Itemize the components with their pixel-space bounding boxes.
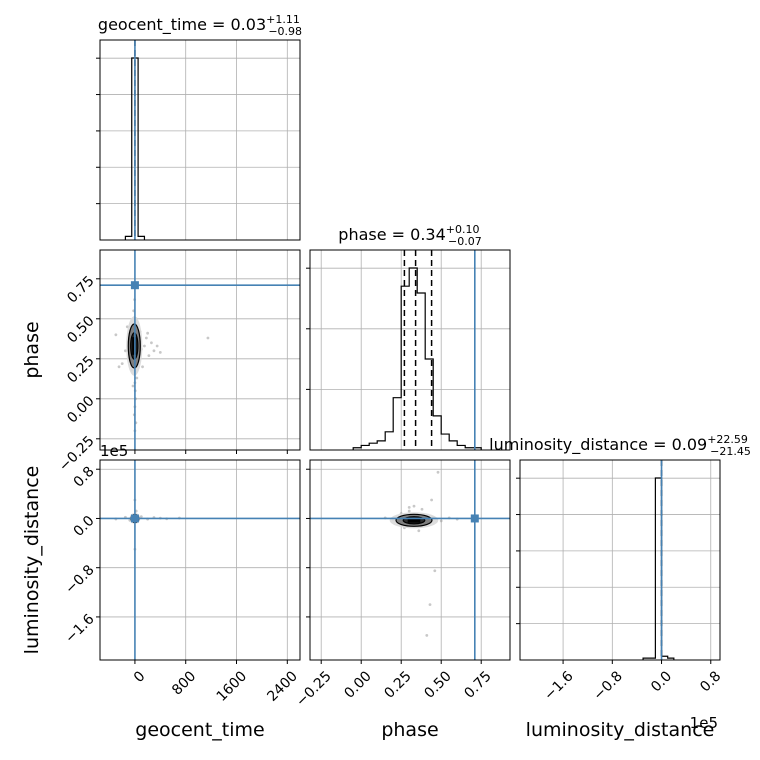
phase-vs-geocent-time-frame: [99, 249, 301, 451]
geocent-time-hist-title: geocent_time = 0.03+1.11 −0.98: [98, 13, 302, 38]
phase-vs-geocent-time-truth-marker: [130, 281, 139, 290]
ld-vs-phase-sample-point: [420, 507, 424, 511]
ld-vs-phase-frame: [309, 459, 511, 661]
ld-vs-phase-density-core: [407, 517, 421, 523]
geocent-time-hist-background: [100, 40, 300, 240]
ld-hist-frame: [519, 459, 721, 661]
geocent-time-hist-frame: [99, 39, 301, 241]
ld-vs-phase-sample-point: [436, 470, 440, 474]
phase-vs-geocent-time-sample-point: [123, 349, 127, 353]
phase-vs-geocent-time-sample-point: [147, 354, 151, 357]
phase-vs-geocent-time-sample-point: [135, 376, 139, 380]
phase-vs-geocent-time-sample-point: [146, 331, 150, 335]
ld-vs-phase-truth-marker: [470, 514, 479, 523]
ld-vs-phase-sample-point: [407, 509, 411, 513]
geocent-time-hist-title-lower-error: −0.98: [268, 25, 302, 38]
ld-vs-geocent-time-background: [100, 460, 300, 660]
geocent-time-hist-title-upper-error: +1.11: [266, 13, 300, 26]
phase-hist-background: [310, 250, 510, 450]
ld-hist-title: luminosity_distance = 0.09+22.59 −21.45: [489, 433, 751, 458]
ld-vs-phase-background: [310, 460, 510, 660]
ld-vs-phase-sample-point: [407, 505, 411, 509]
x-axis-label-phase: phase: [381, 719, 438, 741]
x-axis-label-luminosity-distance: luminosity_distance: [526, 719, 715, 741]
phase-hist-title: phase = 0.34+0.10 −0.07: [338, 223, 481, 248]
phase-vs-geocent-time-sample-point: [206, 336, 210, 340]
x-axis-label-geocent-time: geocent_time: [135, 719, 264, 741]
ld-x-offset-label: 1e5: [690, 714, 718, 732]
ld-vs-geocent-time-frame: [99, 459, 301, 661]
phase-vs-geocent-time-sample-point: [131, 384, 135, 388]
ld-hist-grid: [520, 460, 720, 660]
ld-vs-phase-sample-point: [425, 633, 429, 637]
ld-vs-phase-plot-area: [310, 460, 510, 660]
phase-vs-geocent-time-sample-point: [117, 365, 121, 369]
ld-vs-geocent-time-plot-area: [100, 460, 300, 660]
ld-y-offset-label: 1e5: [100, 442, 128, 460]
ld-vs-phase-sample-point: [430, 498, 433, 502]
ld-hist-background: [520, 460, 720, 660]
geocent-time-hist-title-value: geocent_time = 0.03: [98, 15, 266, 35]
ld-hist-title-value: luminosity_distance = 0.09: [489, 435, 707, 455]
phase-vs-geocent-time-sample-point: [144, 336, 148, 340]
ld-vs-phase-sample-point: [439, 519, 443, 523]
phase-vs-geocent-time-sample-point: [141, 365, 144, 369]
phase-hist-histogram-step: [352, 267, 482, 450]
phase-vs-geocent-time-sample-point: [158, 351, 162, 354]
phase-vs-geocent-time-sample-point: [120, 362, 124, 365]
y-axis-label-luminosity-distance: luminosity_distance: [21, 466, 43, 655]
ld-hist-title-upper-error: +22.59: [707, 433, 748, 446]
ld-vs-phase-sample-point: [412, 504, 416, 508]
phase-vs-geocent-time-sample-point: [143, 344, 146, 348]
phase-vs-geocent-time-sample-point: [114, 333, 118, 337]
phase-vs-geocent-time-sample-point: [155, 344, 159, 348]
phase-hist-title-upper-error: +0.10: [446, 223, 480, 236]
phase-hist-title-value: phase = 0.34: [338, 225, 445, 244]
ld-vs-phase-sample-point: [433, 569, 437, 573]
phase-vs-geocent-time-plot-area: [100, 250, 300, 450]
phase-hist-frame: [309, 249, 511, 451]
phase-hist-title-lower-error: −0.07: [448, 235, 482, 248]
ld-hist-title-lower-error: −21.45: [710, 445, 751, 458]
phase-vs-geocent-time-sample-point: [150, 341, 153, 345]
y-axis-label-phase: phase: [21, 321, 43, 378]
ld-vs-geocent-time-sample-point: [139, 515, 143, 519]
phase-vs-geocent-time-sample-point: [152, 349, 156, 353]
ld-vs-phase-sample-point: [428, 603, 432, 607]
ld-vs-phase-sample-point: [417, 529, 421, 533]
ld-vs-geocent-time-truth-marker: [130, 514, 139, 523]
